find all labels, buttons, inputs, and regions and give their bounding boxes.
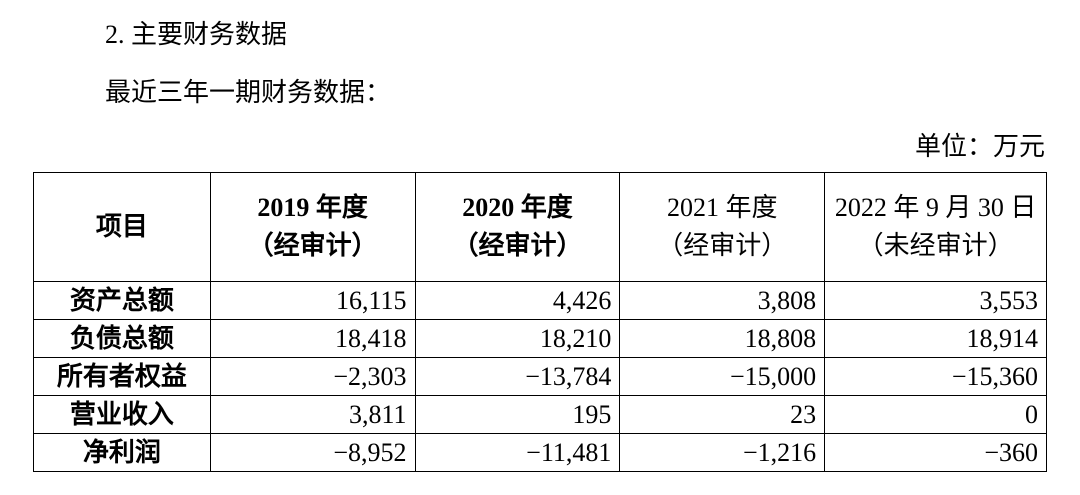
unit-note: 单位：万元 (914, 132, 1045, 161)
table-row: 所有者权益 −2,303 −13,784 −15,000 −15,360 (33, 357, 1047, 396)
row-label: 资产总额 (33, 281, 211, 320)
column-header: 2020 年度 （经审计） (414, 172, 621, 282)
cell-value: −8,952 (209, 433, 416, 472)
cell-value: 3,553 (824, 281, 1047, 320)
table-row: 净利润 −8,952 −11,481 −1,216 −360 (33, 433, 1047, 472)
cell-value: 4,426 (414, 281, 621, 320)
table-row: 营业收入 3,811 195 23 0 (33, 395, 1047, 434)
column-title: 2020 年度 (462, 193, 573, 222)
cell-value: −13,784 (414, 357, 621, 396)
cell-value: 18,418 (209, 319, 416, 358)
cell-value: 195 (414, 395, 621, 434)
column-title: 2022 年 9 月 30 日 (834, 193, 1037, 222)
header-row: 项目 2019 年度 （经审计） 2020 年度 （经审计） 2021 年度 （经审计） 20… (33, 172, 1047, 282)
column-note: （未经审计） (857, 231, 1014, 260)
column-note: （经审计） (247, 231, 378, 260)
column-title: 项目 (95, 212, 148, 241)
row-label: 营业收入 (33, 395, 211, 434)
cell-value: −1,216 (619, 433, 826, 472)
cell-value: 18,808 (619, 319, 826, 358)
column-header: 2021 年度 （经审计） (619, 172, 826, 282)
column-header: 2019 年度 （经审计） (209, 172, 416, 282)
column-header: 2022 年 9 月 30 日 （未经审计） (824, 172, 1047, 282)
cell-value: −360 (824, 433, 1047, 472)
column-note: （经审计） (657, 231, 788, 260)
subtitle: 最近三年一期财务数据： (105, 78, 392, 107)
row-label: 净利润 (33, 433, 211, 472)
section-title: 2. 主要财务数据 (105, 20, 288, 49)
cell-value: 18,210 (414, 319, 621, 358)
cell-value: −15,360 (824, 357, 1047, 396)
cell-value: 23 (619, 395, 826, 434)
cell-value: −15,000 (619, 357, 826, 396)
cell-value: −11,481 (414, 433, 621, 472)
column-title: 2019 年度 (257, 193, 368, 222)
cell-value: 16,115 (209, 281, 416, 320)
cell-value: −2,303 (209, 357, 416, 396)
row-label: 负债总额 (33, 319, 211, 358)
column-title: 2021 年度 (667, 193, 778, 222)
cell-value: 0 (824, 395, 1047, 434)
table-row: 负债总额 18,418 18,210 18,808 18,914 (33, 319, 1047, 358)
cell-value: 18,914 (824, 319, 1047, 358)
column-header: 项目 (33, 172, 211, 282)
financial-table: 项目 2019 年度 （经审计） 2020 年度 （经审计） 2021 年度 （经审计） 20… (33, 172, 1047, 472)
table-body: 资产总额 16,115 4,426 3,808 3,553 负债总额 18,418 18,21… (33, 281, 1047, 472)
cell-value: 3,808 (619, 281, 826, 320)
table-row: 资产总额 16,115 4,426 3,808 3,553 (33, 281, 1047, 320)
column-note: （经审计） (452, 231, 583, 260)
cell-value: 3,811 (209, 395, 416, 434)
row-label: 所有者权益 (33, 357, 211, 396)
